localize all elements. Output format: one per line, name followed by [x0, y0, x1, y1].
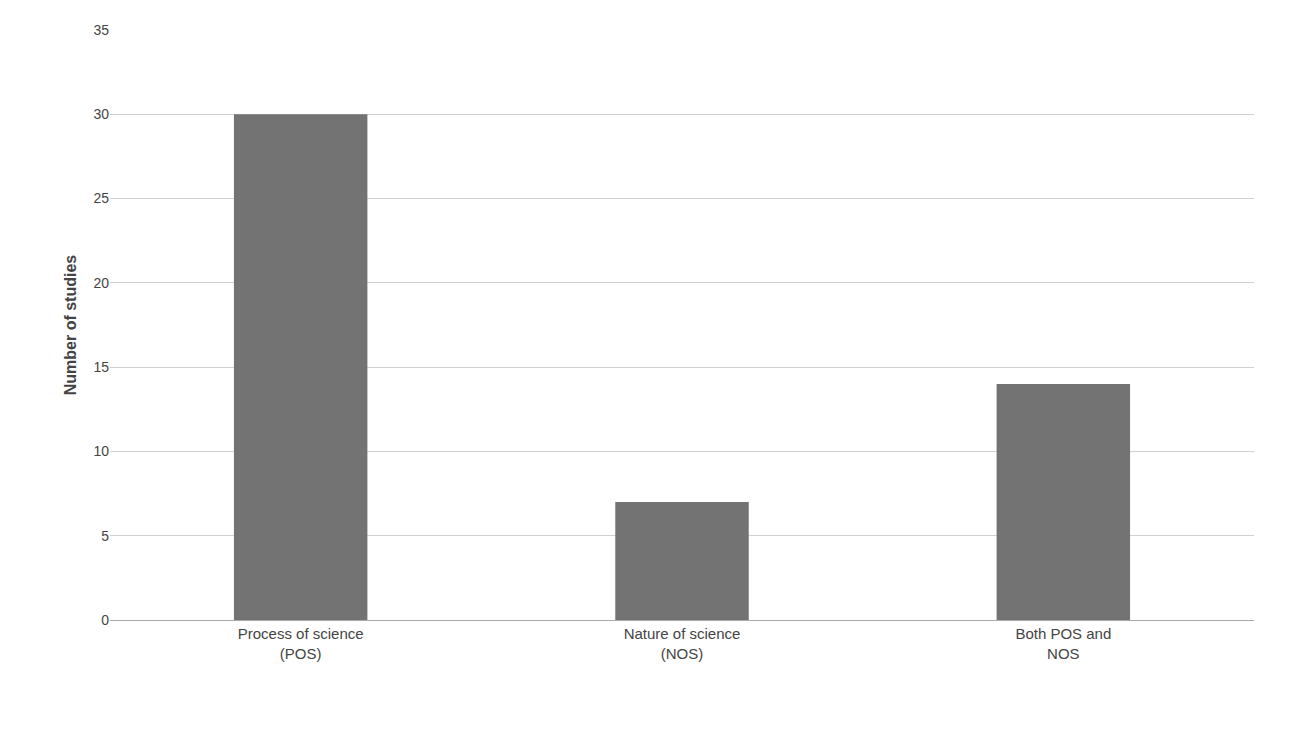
- svg-text:15: 15: [93, 359, 109, 375]
- svg-text:Both POS andNOS: Both POS andNOS: [1015, 625, 1111, 662]
- svg-text:Number of studies: Number of studies: [62, 255, 79, 396]
- svg-text:20: 20: [93, 275, 109, 291]
- svg-text:35: 35: [93, 22, 109, 38]
- svg-text:5: 5: [101, 528, 109, 544]
- svg-text:Nature of science(NOS): Nature of science(NOS): [624, 625, 741, 662]
- svg-text:10: 10: [93, 443, 109, 459]
- svg-text:0: 0: [101, 612, 109, 628]
- svg-text:Process of science(POS): Process of science(POS): [238, 625, 364, 662]
- svg-text:30: 30: [93, 106, 109, 122]
- svg-text:25: 25: [93, 190, 109, 206]
